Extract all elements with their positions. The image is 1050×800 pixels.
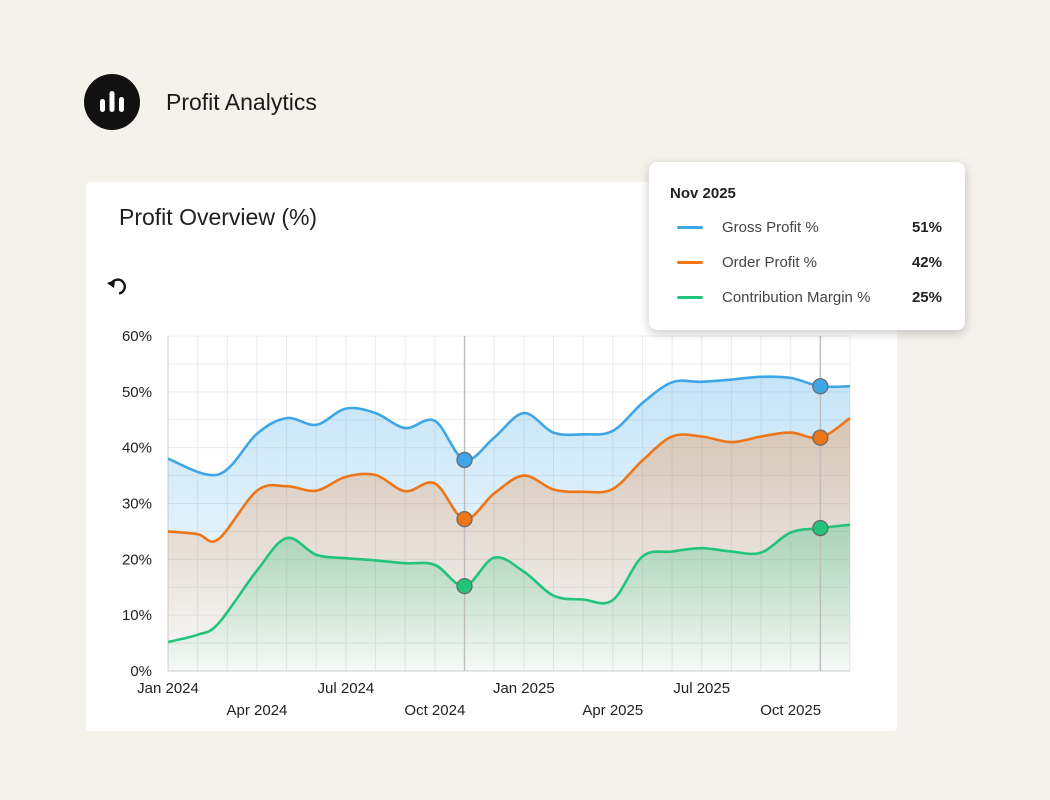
profit-chart[interactable]: 0% 10% 20% 30% 40% 50% 60% Jan 2024 Apr 2024 Jul …: [86, 182, 897, 731]
data-point: [812, 429, 829, 446]
x-tick-label: Jan 2025: [493, 680, 555, 697]
series-line-contribution-margin: [167, 523, 851, 644]
data-point: [812, 378, 829, 395]
chart-title: Profit Overview (%): [119, 204, 318, 230]
x-tick-label: Jul 2024: [318, 680, 375, 697]
area-contribution-margin: [168, 524, 850, 671]
tooltip-label: Contribution Margin %: [722, 289, 871, 306]
y-tick-label: 10%: [122, 607, 152, 624]
legend-swatch-contribution-margin: [677, 296, 703, 299]
tooltip-title: Nov 2025: [670, 185, 736, 202]
tooltip-row-gross-profit: Gross Profit % 51%: [649, 216, 965, 238]
tooltip-value: 25%: [911, 289, 942, 306]
data-point: [456, 577, 473, 595]
data-point: [812, 519, 829, 537]
y-tick-label: 0%: [130, 663, 152, 680]
tooltip-label: Order Profit %: [722, 254, 818, 271]
series-line-order-profit: [167, 417, 851, 543]
x-tick-label: Oct 2024: [404, 702, 465, 719]
tooltip-value: 42%: [911, 254, 942, 271]
brand: Profit Analytics: [84, 74, 317, 130]
x-tick-label: Apr 2024: [227, 702, 288, 719]
area-fills: [168, 376, 850, 671]
tooltip-value: 51%: [911, 219, 942, 236]
undo-icon[interactable]: [106, 276, 132, 298]
data-point: [456, 451, 473, 469]
series-line-gross-profit: [167, 375, 851, 477]
tooltip-label: Gross Profit %: [722, 219, 819, 236]
data-point: [456, 510, 473, 528]
x-tick-label: Jul 2025: [673, 680, 730, 697]
x-tick-label: Jan 2024: [137, 680, 199, 697]
bar-chart-icon: [84, 74, 140, 130]
y-tick-label: 30%: [122, 496, 152, 513]
tooltip-row-order-profit: Order Profit % 42%: [649, 251, 965, 273]
chart-tooltip: Nov 2025 Gross Profit % 51% Order Profit…: [649, 162, 965, 330]
tooltip-row-contribution-margin: Contribution Margin % 25%: [649, 286, 965, 308]
y-tick-label: 40%: [122, 440, 152, 457]
legend-swatch-gross-profit: [677, 226, 703, 229]
x-tick-label: Apr 2025: [582, 702, 643, 719]
x-tick-label: Oct 2025: [760, 702, 821, 719]
y-tick-label: 50%: [122, 384, 152, 401]
app-title: Profit Analytics: [166, 88, 317, 115]
y-tick-label: 60%: [122, 328, 152, 345]
legend-swatch-order-profit: [677, 261, 703, 264]
y-tick-label: 20%: [122, 551, 152, 568]
